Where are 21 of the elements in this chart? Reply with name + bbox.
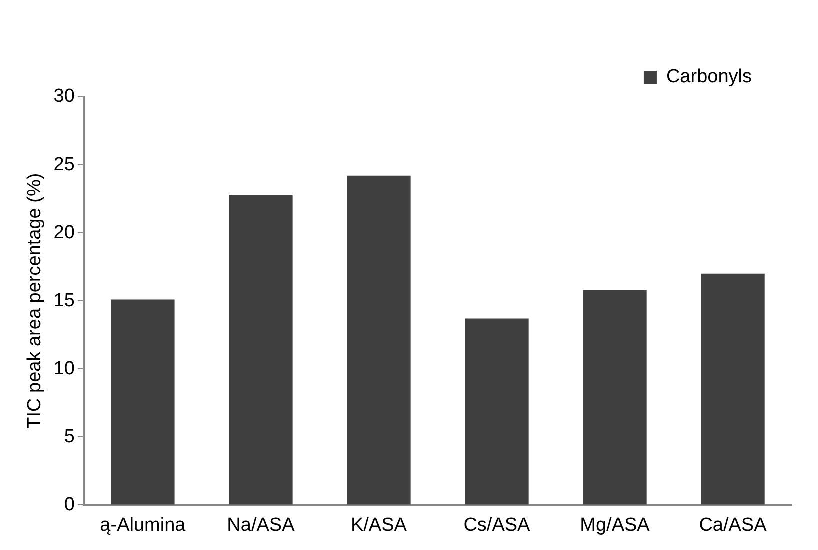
y-tick-label: 15 bbox=[54, 290, 75, 312]
bar bbox=[347, 176, 411, 505]
y-tick-label: 25 bbox=[54, 154, 75, 176]
x-tick-label: Ca/ASA bbox=[699, 514, 768, 536]
x-tick-label: ą-Alumina bbox=[100, 514, 186, 536]
y-tick-label: 20 bbox=[54, 222, 75, 244]
y-tick-label: 0 bbox=[64, 494, 75, 516]
x-tick-label: K/ASA bbox=[350, 514, 408, 536]
y-tick-label: 10 bbox=[54, 358, 75, 380]
bar bbox=[229, 194, 293, 505]
bar bbox=[465, 318, 529, 505]
y-tick-label: 5 bbox=[64, 426, 75, 448]
legend-label: Carbonyls bbox=[666, 66, 752, 88]
bar bbox=[583, 290, 647, 505]
bar bbox=[701, 274, 765, 505]
x-tick-label: Na/ASA bbox=[227, 514, 296, 536]
x-tick-label: Mg/ASA bbox=[580, 514, 650, 536]
y-tick-label: 30 bbox=[54, 86, 75, 108]
x-tick-label: Cs/ASA bbox=[464, 514, 531, 536]
bar bbox=[111, 300, 175, 505]
y-axis-title: TIC peak area percentage (%) bbox=[24, 173, 46, 429]
